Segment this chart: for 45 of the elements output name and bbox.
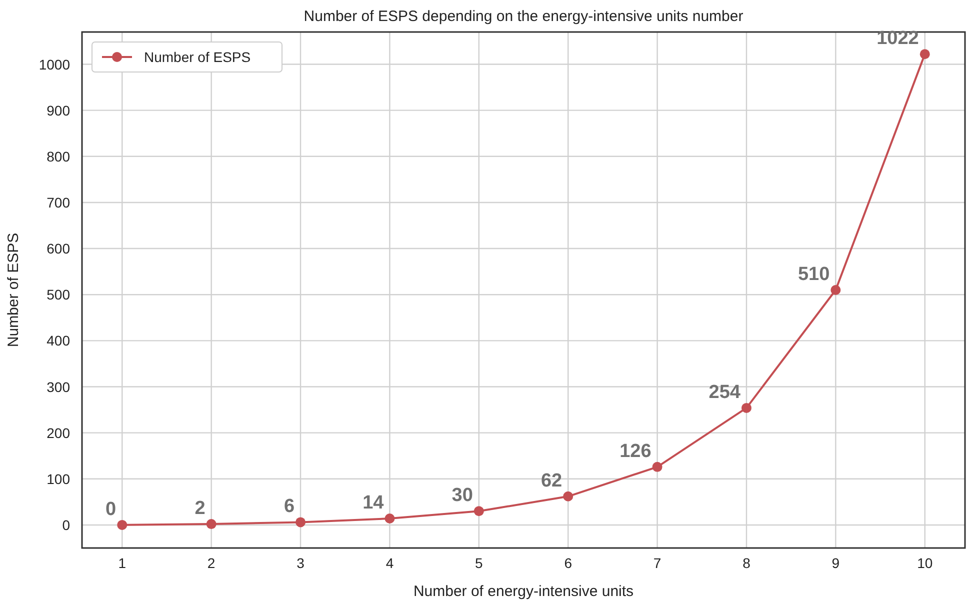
x-tick-label: 4: [386, 555, 394, 571]
y-tick-label: 500: [46, 286, 70, 303]
data-label: 0: [106, 498, 116, 520]
y-tick-label: 100: [46, 470, 70, 487]
x-tick-label: 10: [917, 555, 933, 571]
data-label: 2: [194, 498, 206, 520]
data-label: 6: [284, 496, 295, 518]
x-tick-label: 1: [118, 555, 126, 571]
point: [741, 402, 752, 413]
point: [117, 520, 128, 530]
x-tick-label: 8: [742, 555, 751, 571]
x-tick-label: 3: [296, 555, 305, 571]
point: [563, 491, 574, 502]
y-tick-label: 600: [46, 240, 70, 257]
y-tick-label: 400: [46, 332, 70, 349]
point: [830, 285, 841, 295]
x-tick-label: 5: [475, 555, 484, 571]
legend-label: Number of ESPS: [144, 49, 251, 65]
y-tick-label: 700: [46, 194, 70, 210]
x-tick-label: 9: [832, 555, 840, 571]
data-label: 1022: [876, 28, 919, 50]
chart-title: Number of ESPS depending on the energy-intensive units number: [304, 8, 744, 25]
point: [206, 519, 216, 530]
data-label: 126: [620, 440, 652, 462]
data-label: 510: [798, 264, 830, 285]
data-label: 30: [452, 485, 473, 506]
x-tick-label: 6: [564, 555, 572, 571]
point: [652, 462, 662, 472]
point: [474, 506, 484, 516]
data-label: 62: [540, 470, 562, 492]
x-axis-title: Number of energy-intensive units: [413, 583, 634, 600]
y-tick-label: 200: [46, 424, 70, 441]
data-label: 14: [362, 492, 384, 514]
point: [296, 517, 306, 528]
x-tick-label: 2: [207, 555, 216, 571]
y-tick-label: 800: [46, 148, 70, 164]
y-tick-label: 0: [62, 516, 70, 533]
data-label: 254: [708, 382, 741, 403]
point: [920, 49, 930, 60]
y-axis-title: Number of ESPS: [5, 232, 22, 348]
y-tick-label: 300: [46, 378, 70, 395]
y-tick-label: 1000: [38, 56, 70, 72]
x-tick-label: 7: [653, 555, 662, 571]
y-tick-label: 900: [46, 102, 70, 118]
point: [384, 514, 395, 524]
